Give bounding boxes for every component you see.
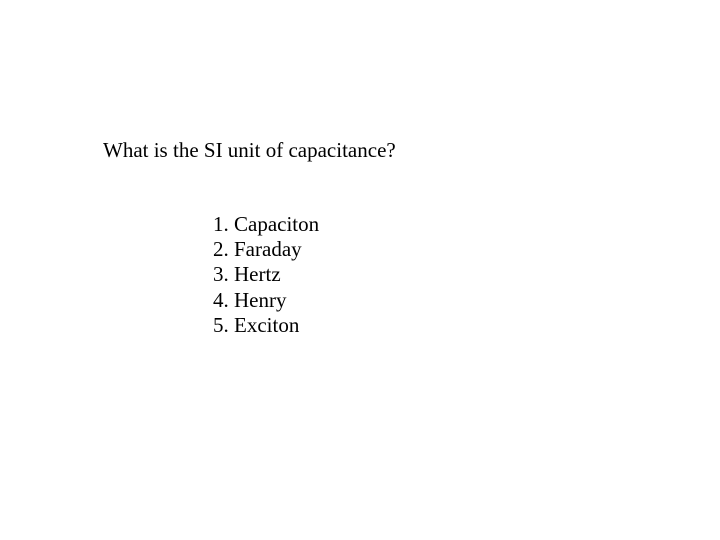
option-number: 5. xyxy=(213,313,229,337)
option-label: Capaciton xyxy=(234,212,319,236)
option-number: 2. xyxy=(213,237,229,261)
answer-option: 4. Henry xyxy=(213,288,319,313)
option-label: Faraday xyxy=(234,237,302,261)
answer-option: 3. Hertz xyxy=(213,262,319,287)
slide-page: What is the SI unit of capacitance? 1. C… xyxy=(0,0,720,540)
option-label: Exciton xyxy=(234,313,299,337)
question-text: What is the SI unit of capacitance? xyxy=(103,138,396,163)
answer-option: 5. Exciton xyxy=(213,313,319,338)
option-number: 1. xyxy=(213,212,229,236)
answer-option: 1. Capaciton xyxy=(213,212,319,237)
answer-options-list: 1. Capaciton 2. Faraday 3. Hertz 4. Henr… xyxy=(213,212,319,338)
option-number: 3. xyxy=(213,262,229,286)
option-label: Henry xyxy=(234,288,286,312)
option-number: 4. xyxy=(213,288,229,312)
answer-option: 2. Faraday xyxy=(213,237,319,262)
option-label: Hertz xyxy=(234,262,281,286)
